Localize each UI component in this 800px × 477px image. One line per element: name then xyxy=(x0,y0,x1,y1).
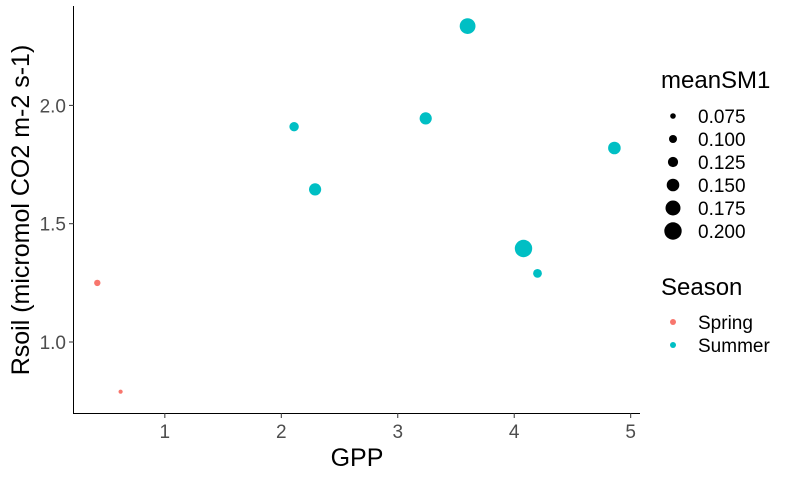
y-tick-label: 1.5 xyxy=(40,215,66,236)
size-legend-key xyxy=(665,200,681,216)
point-spring-1 xyxy=(94,279,101,287)
x-axis-title: GPP xyxy=(331,444,384,472)
x-tick-label: 2 xyxy=(276,422,287,443)
size-legend-label: 0.075 xyxy=(698,107,746,128)
y-tick-label: 2.0 xyxy=(40,96,66,117)
x-ticks: 1 2 3 4 5 xyxy=(160,413,636,443)
point-summer-6 xyxy=(533,269,542,278)
size-legend-key xyxy=(666,178,680,192)
size-legend-key xyxy=(670,113,676,119)
point-spring-2 xyxy=(118,389,123,394)
point-summer-7 xyxy=(608,141,621,155)
y-tick-label: 1.0 xyxy=(40,333,66,354)
color-legend-key-summer xyxy=(670,342,676,348)
point-summer-1 xyxy=(289,122,299,132)
size-legend-label: 0.175 xyxy=(698,199,746,220)
point-summer-2 xyxy=(309,183,322,196)
size-legend-key xyxy=(669,135,677,143)
size-legend-label: 0.125 xyxy=(698,153,746,174)
point-summer-4 xyxy=(459,18,476,34)
y-ticks: 1.0 1.5 2.0 xyxy=(40,96,74,354)
x-tick-label: 3 xyxy=(392,422,403,443)
color-legend-label: Summer xyxy=(698,336,770,357)
y-axis-title: Rsoil (micromol CO2 m-2 s-1) xyxy=(7,45,35,376)
size-legend-key xyxy=(664,222,682,240)
size-legend-label: 0.200 xyxy=(698,222,746,243)
size-legend-label: 0.150 xyxy=(698,176,746,197)
size-legend-key xyxy=(667,156,679,168)
x-tick-label: 1 xyxy=(160,422,171,443)
color-legend-title: Season xyxy=(661,274,742,301)
points-layer xyxy=(94,18,621,394)
point-summer-3 xyxy=(419,112,432,125)
point-summer-5 xyxy=(514,239,533,258)
x-tick-label: 4 xyxy=(509,422,520,443)
x-tick-label: 5 xyxy=(625,422,636,443)
color-legend-key-spring xyxy=(670,319,676,325)
size-legend-title: meanSM1 xyxy=(661,67,770,94)
size-legend-label: 0.100 xyxy=(698,130,746,151)
color-legend-label: Spring xyxy=(698,313,753,334)
